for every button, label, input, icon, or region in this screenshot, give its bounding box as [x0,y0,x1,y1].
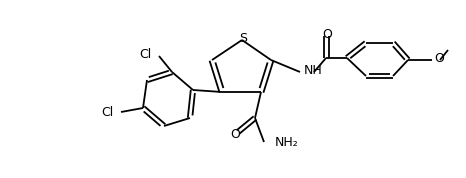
Text: NH₂: NH₂ [275,135,299,148]
Text: O: O [230,129,240,142]
Text: Cl: Cl [101,106,113,119]
Text: O: O [434,53,444,66]
Text: Cl: Cl [139,48,151,61]
Text: O: O [322,27,332,41]
Text: NH: NH [304,64,323,77]
Text: S: S [239,33,247,46]
